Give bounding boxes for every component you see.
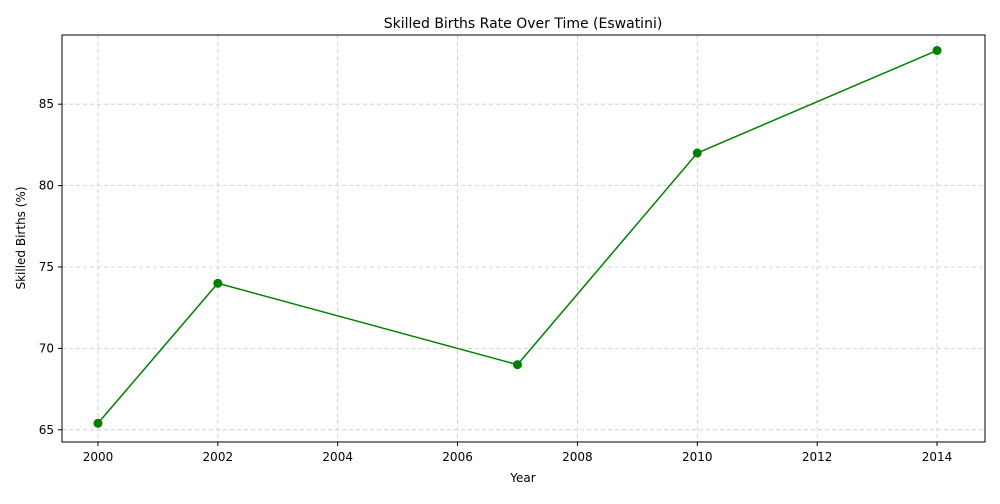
x-tick-label: 2000 <box>83 450 114 464</box>
x-tick-label: 2010 <box>682 450 713 464</box>
y-tick-label: 75 <box>39 260 54 274</box>
x-tick-label: 2004 <box>322 450 353 464</box>
data-point-marker <box>932 45 942 55</box>
y-tick-label: 65 <box>39 423 54 437</box>
x-tick-label: 2014 <box>922 450 953 464</box>
x-tick-label: 2008 <box>562 450 593 464</box>
chart-title: Skilled Births Rate Over Time (Eswatini) <box>384 16 663 32</box>
data-point-marker <box>513 360 523 370</box>
x-tick-label: 2006 <box>442 450 473 464</box>
data-point-marker <box>213 278 223 288</box>
y-tick-label: 80 <box>39 179 54 193</box>
x-axis-label: Year <box>509 471 535 485</box>
labels-layer: Skilled Births Rate Over Time (Eswatini)… <box>14 16 662 485</box>
series-layer <box>93 45 942 428</box>
y-axis-label: Skilled Births (%) <box>14 186 28 289</box>
grid-layer <box>62 35 985 442</box>
data-point-marker <box>93 418 103 428</box>
y-tick-label: 70 <box>39 341 54 355</box>
y-tick-label: 85 <box>39 97 54 111</box>
data-point-marker <box>692 148 702 158</box>
axes-layer: 2000 2002 2004 2006 2008 2010 2012 2014 65 70 75 80… <box>39 34 986 464</box>
x-tick-label: 2002 <box>203 450 234 464</box>
plot-frame <box>61 34 986 443</box>
x-tick-label: 2012 <box>802 450 833 464</box>
